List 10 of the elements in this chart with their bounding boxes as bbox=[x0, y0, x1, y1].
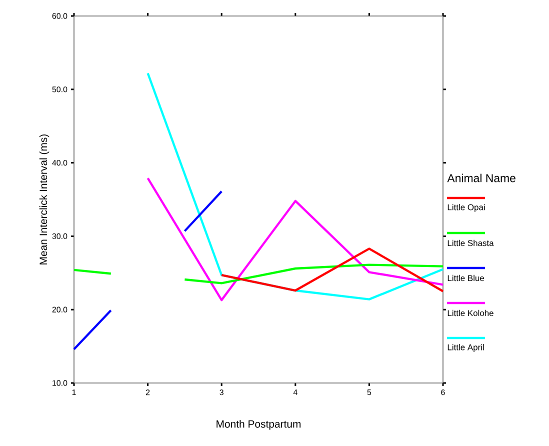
y-axis-title: Mean Interclick Interval (ms) bbox=[39, 134, 50, 264]
line-series bbox=[220, 248, 444, 292]
line-series bbox=[146, 177, 444, 302]
text: Little Shasta bbox=[448, 240, 494, 246]
legend-label: Little April bbox=[448, 344, 484, 352]
legend-label: Little Blue bbox=[448, 274, 484, 282]
text: Little Kolohe bbox=[448, 310, 494, 316]
x-axis-title: Month Postpartum bbox=[216, 420, 301, 430]
legend-label: Little Opai bbox=[448, 204, 485, 212]
legend-title: Animal Name bbox=[447, 174, 516, 182]
